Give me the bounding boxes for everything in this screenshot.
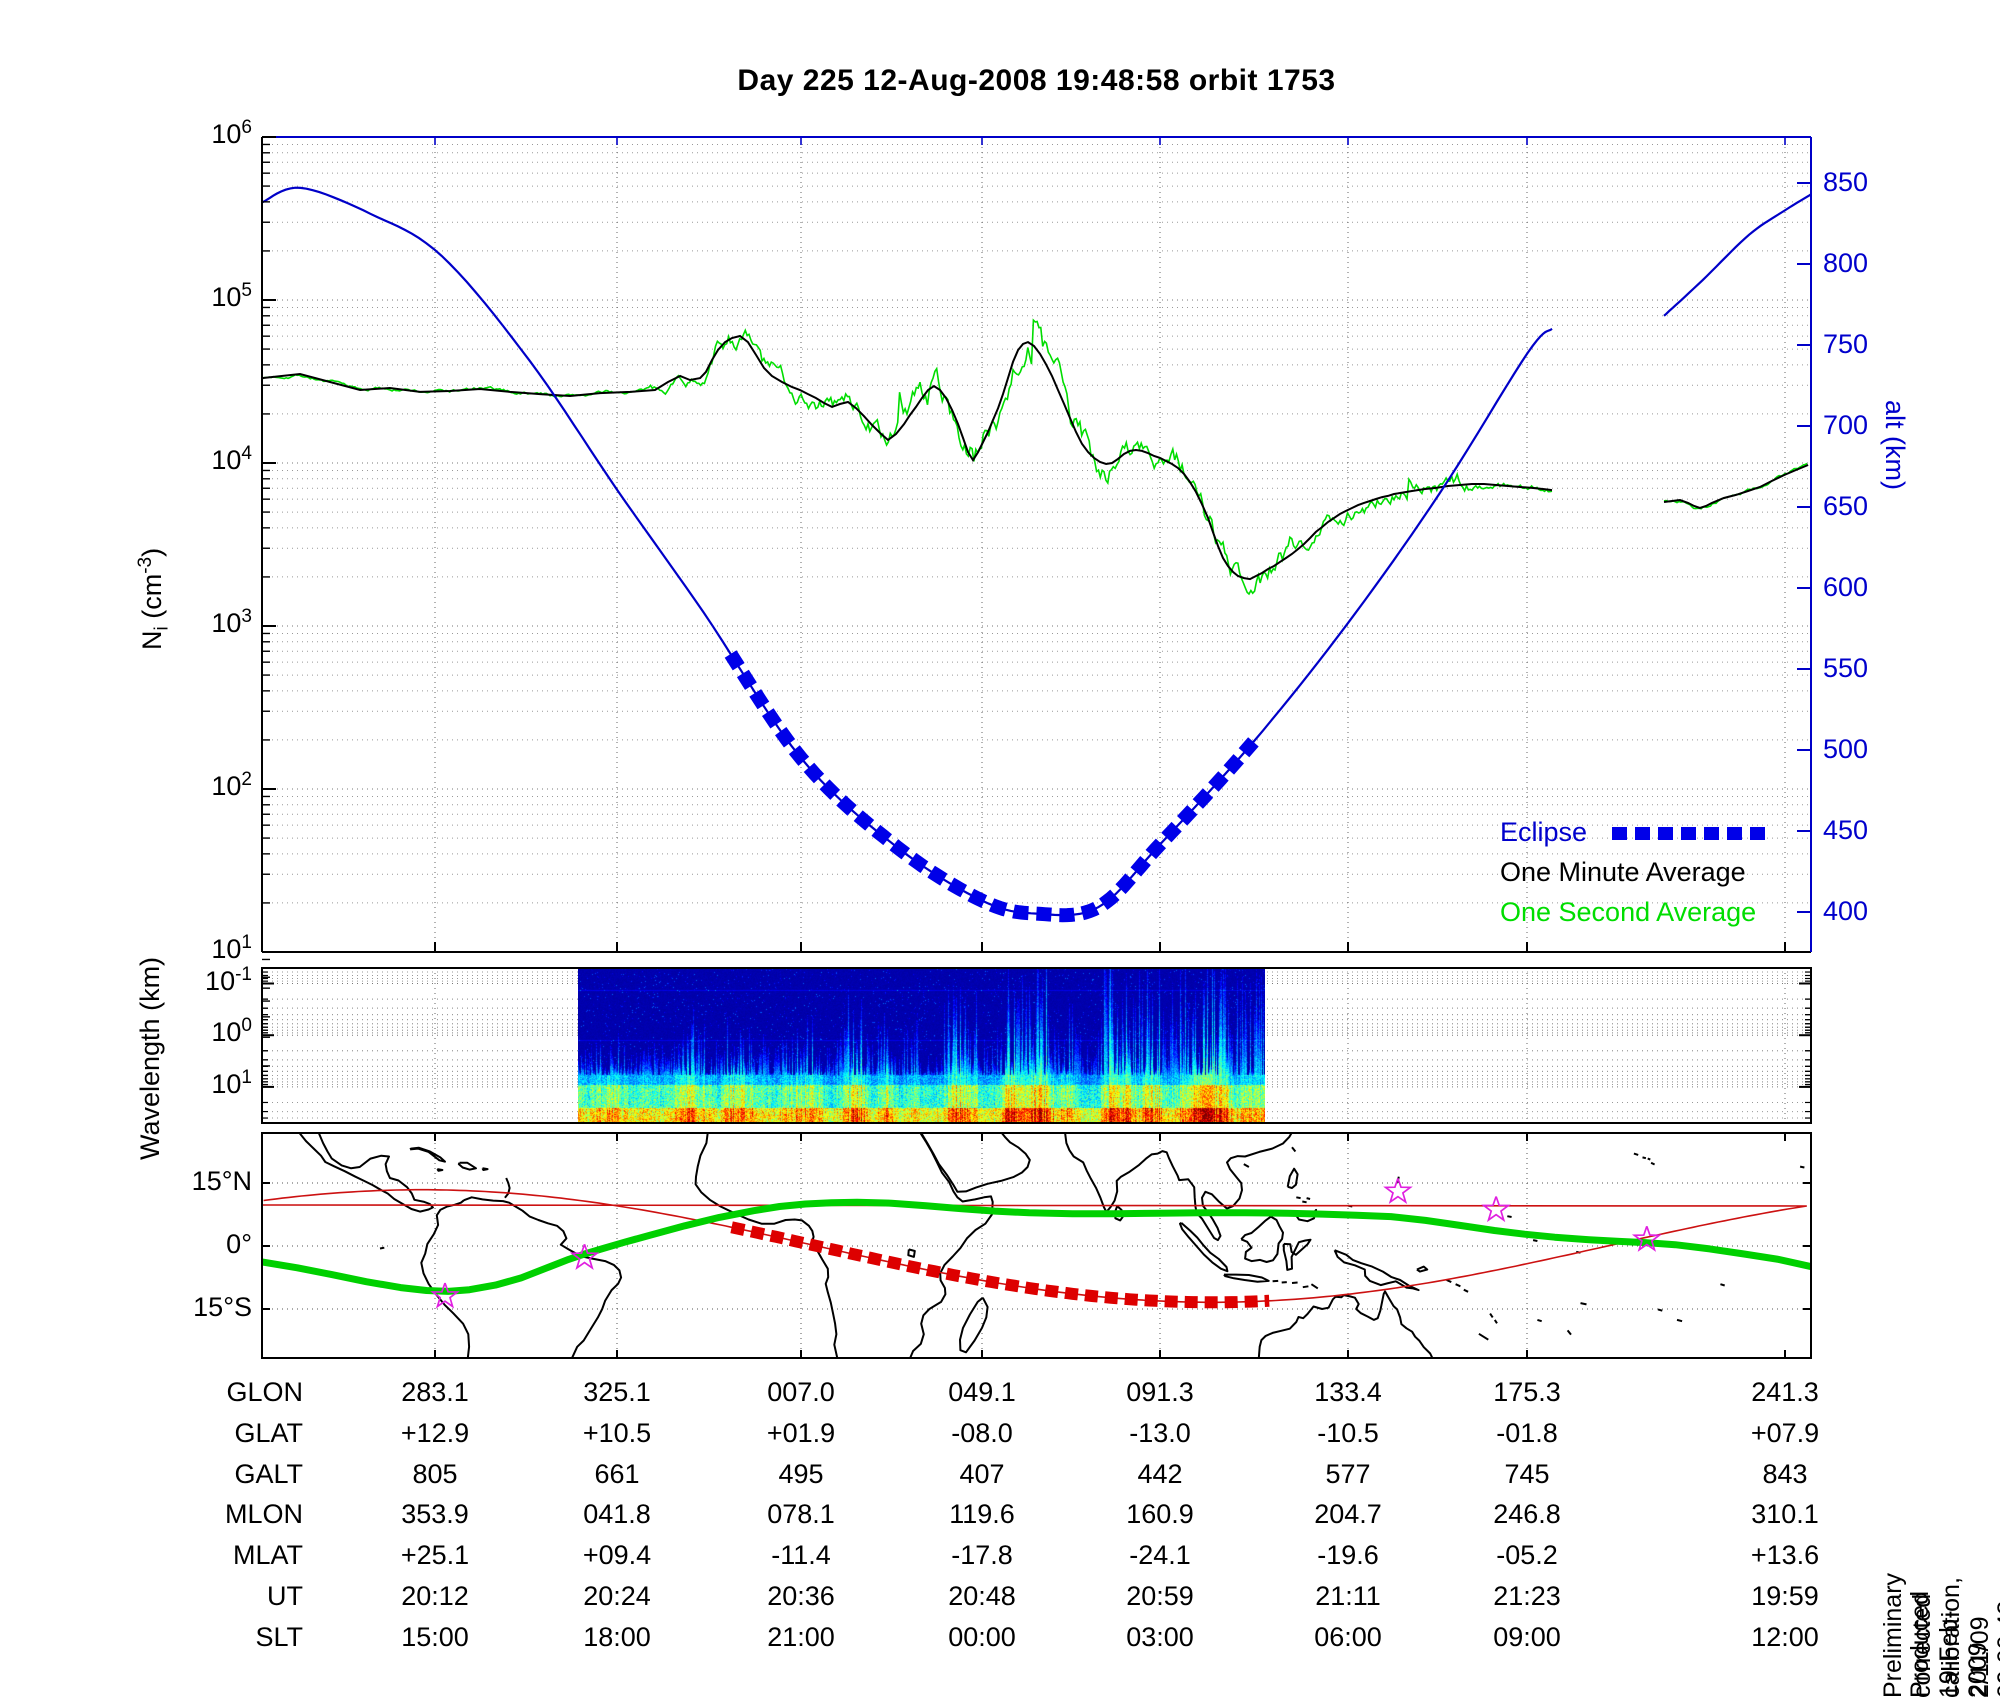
alt-tick-label: 600 <box>1823 572 1869 602</box>
alt-tick-label: 850 <box>1823 167 1869 197</box>
table-cell: 442 <box>1137 1459 1183 1489</box>
alt-tick-label: 650 <box>1823 491 1869 521</box>
table-cell: +25.1 <box>400 1540 470 1570</box>
table-cell: +10.5 <box>582 1418 652 1448</box>
table-cell: 20:48 <box>948 1581 1016 1611</box>
table-row-label: UT <box>267 1581 303 1611</box>
alt-tick-label: 800 <box>1823 248 1869 278</box>
side-note-produced: Produced 19-Feb-2009 09:00:43 <box>1906 1590 2000 1698</box>
table-cell: 091.3 <box>1126 1377 1194 1407</box>
alt-axis-label: alt (km) <box>1880 400 1910 490</box>
table-cell: -10.5 <box>1317 1418 1379 1448</box>
table-cell: 407 <box>959 1459 1005 1489</box>
alt-tick-label: 700 <box>1823 410 1869 440</box>
ni-tick-label: 101 <box>211 932 252 964</box>
table-cell: 20:24 <box>583 1581 651 1611</box>
table-cell: 03:00 <box>1126 1622 1194 1652</box>
table-cell: 160.9 <box>1126 1499 1194 1529</box>
table-row-label: GLAT <box>234 1418 303 1448</box>
table-cell: 661 <box>594 1459 640 1489</box>
wavelength-tick-label: 10-1 <box>205 963 252 996</box>
ni-tick-label: 106 <box>211 117 252 149</box>
table-cell: -05.2 <box>1496 1540 1558 1570</box>
table-cell: 805 <box>412 1459 458 1489</box>
table-cell: 12:00 <box>1751 1622 1819 1652</box>
table-cell: 078.1 <box>767 1499 835 1529</box>
table-cell: 246.8 <box>1493 1499 1561 1529</box>
alt-tick-label: 500 <box>1823 734 1869 764</box>
ni-tick-label: 104 <box>211 443 252 475</box>
table-cell: 09:00 <box>1493 1622 1561 1652</box>
table-cell: 204.7 <box>1314 1499 1382 1529</box>
legend-one-second-label: One Second Average <box>1500 897 1757 927</box>
table-cell: +09.4 <box>582 1540 652 1570</box>
legend-eclipse-dash-swatch <box>1612 827 1770 840</box>
alt-tick-label: 400 <box>1823 896 1869 926</box>
table-cell: -17.8 <box>951 1540 1013 1570</box>
map-lat-label: 15°N <box>191 1166 252 1196</box>
map-lat-label: 15°S <box>193 1292 252 1322</box>
table-cell: 577 <box>1325 1459 1371 1489</box>
wavelength-spectrogram-canvas <box>578 968 1265 1123</box>
ni-tick-label: 103 <box>211 606 252 638</box>
table-cell: 007.0 <box>767 1377 835 1407</box>
table-cell: -08.0 <box>951 1418 1013 1448</box>
table-cell: 049.1 <box>948 1377 1016 1407</box>
table-cell: 133.4 <box>1314 1377 1382 1407</box>
wavelength-tick-label: 100 <box>211 1015 252 1048</box>
ni-tick-label: 102 <box>211 769 252 801</box>
table-cell: 353.9 <box>401 1499 469 1529</box>
table-cell: -01.8 <box>1496 1418 1558 1448</box>
table-row-label: MLON <box>224 1499 303 1529</box>
table-cell: 15:00 <box>401 1622 469 1652</box>
table-cell: 21:11 <box>1315 1581 1381 1611</box>
table-cell: 06:00 <box>1314 1622 1382 1652</box>
alt-tick-label: 550 <box>1823 653 1869 683</box>
table-cell: -19.6 <box>1317 1540 1379 1570</box>
map-lat-label: 0° <box>226 1229 252 1259</box>
table-cell: 21:23 <box>1493 1581 1561 1611</box>
ni-tick-label: 105 <box>211 280 252 312</box>
page-title: Day 225 12-Aug-2008 19:48:58 orbit 1753 <box>737 64 1336 97</box>
table-cell: 041.8 <box>583 1499 651 1529</box>
table-cell: 20:59 <box>1126 1581 1194 1611</box>
table-cell: 325.1 <box>583 1377 651 1407</box>
table-cell: -13.0 <box>1129 1418 1191 1448</box>
table-cell: 119.6 <box>949 1499 1015 1529</box>
table-cell: 19:59 <box>1751 1581 1819 1611</box>
table-cell: 843 <box>1762 1459 1808 1489</box>
table-cell: +07.9 <box>1750 1418 1820 1448</box>
table-cell: 21:00 <box>767 1622 835 1652</box>
table-cell: 241.3 <box>1751 1377 1819 1407</box>
table-cell: 283.1 <box>401 1377 469 1407</box>
table-cell: +12.9 <box>400 1418 470 1448</box>
wavelength-tick-label: 101 <box>211 1066 252 1099</box>
table-cell: +01.9 <box>766 1418 836 1448</box>
table-cell: 20:12 <box>401 1581 469 1611</box>
alt-tick-label: 450 <box>1823 815 1869 845</box>
table-cell: 00:00 <box>948 1622 1016 1652</box>
table-row-label: MLAT <box>232 1540 303 1570</box>
table-row-label: GLON <box>226 1377 303 1407</box>
table-cell: 495 <box>778 1459 824 1489</box>
table-cell: -11.4 <box>771 1540 831 1570</box>
table-cell: 18:00 <box>583 1622 651 1652</box>
table-cell: 745 <box>1504 1459 1550 1489</box>
table-row-label: GALT <box>234 1459 303 1489</box>
table-cell: 20:36 <box>767 1581 835 1611</box>
legend-one-minute-label: One Minute Average <box>1500 857 1746 887</box>
legend-eclipse-label: Eclipse <box>1500 817 1588 847</box>
table-cell: -24.1 <box>1129 1540 1191 1570</box>
alt-tick-label: 750 <box>1823 329 1869 359</box>
table-cell: 310.1 <box>1751 1499 1819 1529</box>
table-row-label: SLT <box>255 1622 303 1652</box>
table-cell: +13.6 <box>1750 1540 1820 1570</box>
table-cell: 175.3 <box>1493 1377 1561 1407</box>
